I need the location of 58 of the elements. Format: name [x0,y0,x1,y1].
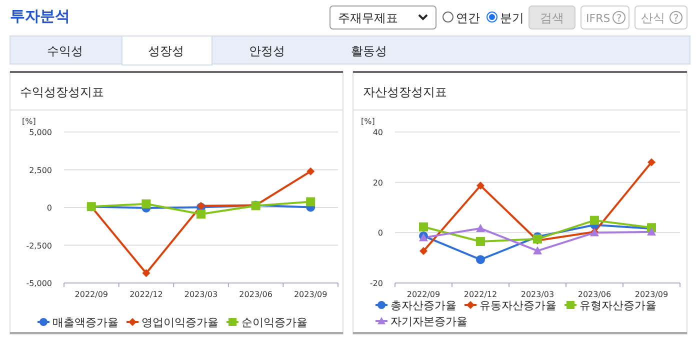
y-tick-label: -20 [370,279,383,288]
legend-label: 유형자산증가율 [580,299,656,312]
point [142,199,151,208]
y-axis-title: [%] [361,117,375,126]
text: 산식 [641,11,665,25]
point [306,167,315,176]
text: 주재무제표 [338,11,398,25]
y-tick-label: 0 [378,228,383,238]
point [590,216,599,225]
text: 검색 [540,11,564,25]
text: ? [616,14,622,24]
x-tick-label: 2023/09 [294,290,328,299]
point [648,158,656,166]
text: ? [673,14,679,24]
point [476,224,485,232]
y-axis-title: [%] [22,117,36,126]
text: 투자분석 [10,7,70,25]
y-tick-label: 20 [372,178,383,188]
y-tick-label: 2,500 [29,166,52,175]
chart-title: 자산성장성지표 [363,85,447,99]
x-tick-label: 2023/06 [578,290,612,299]
text: 성장성 [148,44,184,58]
point [533,246,542,254]
x-tick-label: 2023/03 [520,290,554,299]
legend-label: 순이익증가율 [242,316,308,329]
legend-label: 총자산증가율 [390,299,456,312]
y-tick-label: -5,000 [26,279,52,288]
point [142,269,150,278]
legend-label: 유동자산증가율 [480,299,556,312]
x-tick-label: 2022/09 [406,290,440,299]
x-tick-label: 2023/09 [634,290,668,299]
text: 연간 [456,11,480,25]
point [476,182,484,190]
legend-label: 매출액증가율 [52,316,118,329]
x-tick-label: 2022/09 [74,290,108,299]
point [306,197,316,206]
y-tick-label: 5,000 [29,128,52,137]
chart-title: 수익성장성지표 [20,85,104,99]
text: IFRS [586,12,610,25]
point [647,227,656,236]
legend-label: 영업이익증가율 [142,316,218,329]
point [476,236,485,246]
y-tick-label: -2,500 [26,241,52,250]
y-tick-label: 40 [372,128,383,137]
x-tick-label: 2022/12 [464,290,498,299]
legend-label: 자기자본증가율 [390,315,468,328]
x-tick-label: 2023/03 [184,290,218,299]
y-tick-label: 0 [46,204,52,212]
text: 안정성 [249,44,285,58]
point [419,222,428,232]
text: 활동성 [351,44,387,58]
point [196,210,206,219]
point [476,255,485,264]
text: 수익성 [47,44,83,58]
x-tick-label: 2022/12 [130,290,163,299]
point [420,247,428,256]
text: 분기 [500,11,524,25]
x-tick-label: 2023/06 [239,290,272,299]
